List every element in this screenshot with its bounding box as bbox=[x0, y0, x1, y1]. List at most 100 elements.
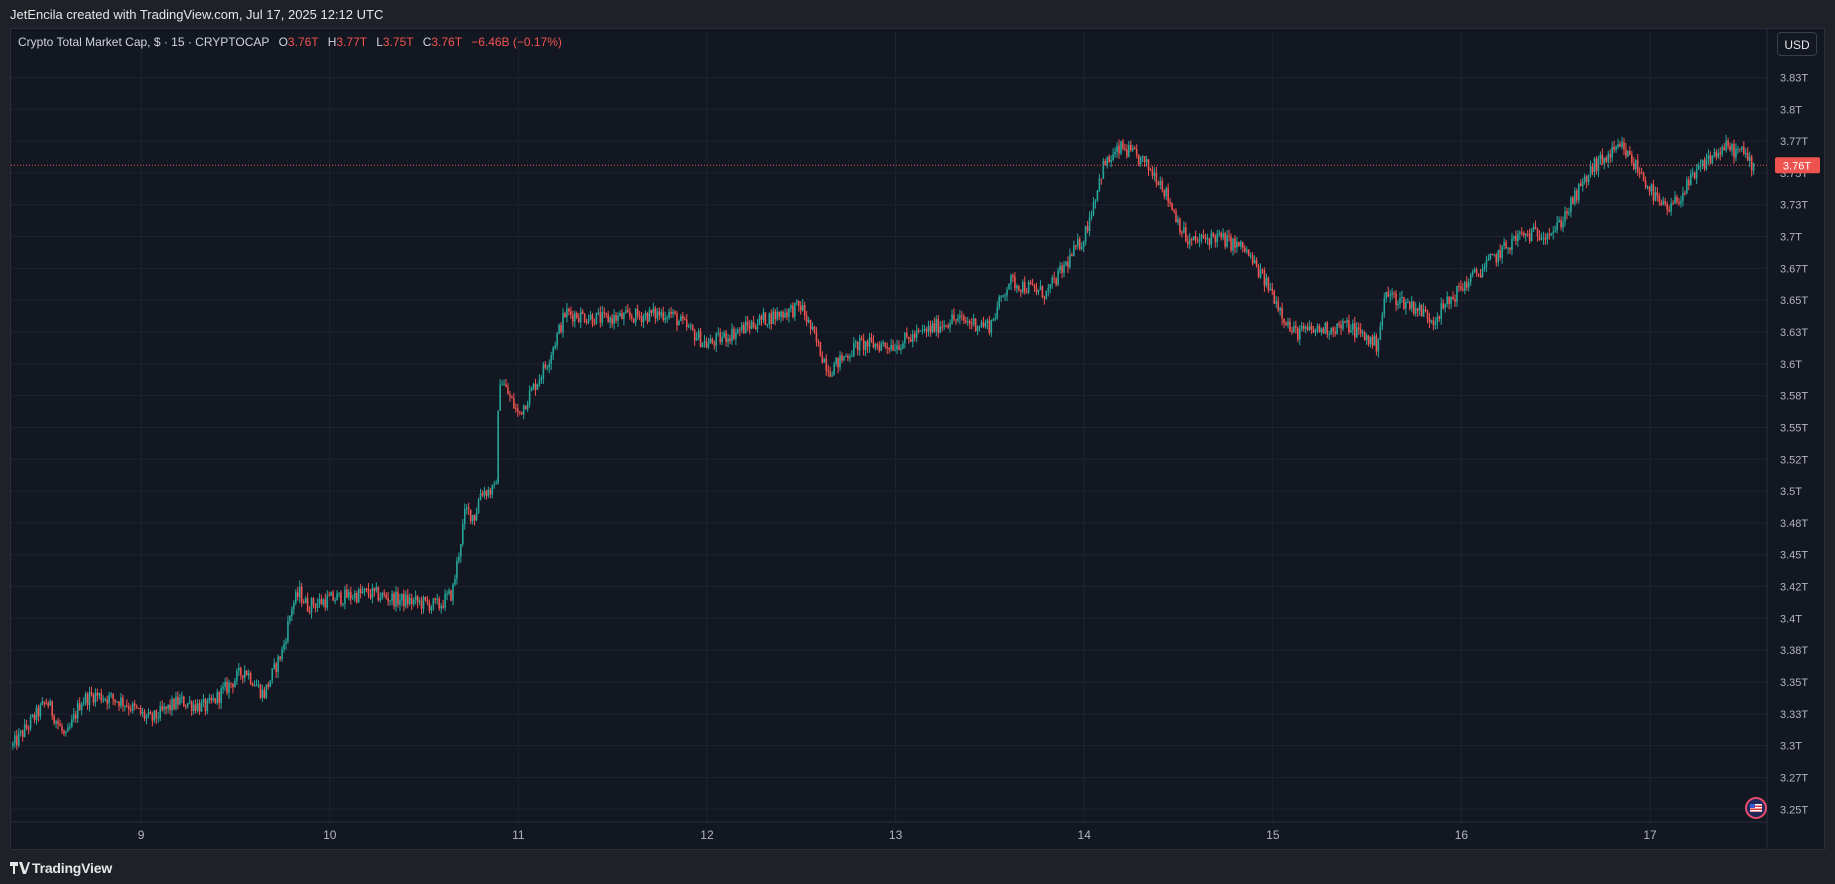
candle-body bbox=[49, 701, 52, 706]
candle-body bbox=[90, 691, 93, 695]
candle-body bbox=[1073, 245, 1075, 257]
currency-button[interactable]: USD bbox=[1777, 32, 1817, 56]
candle-body bbox=[1055, 278, 1057, 285]
candle-body bbox=[1035, 288, 1038, 293]
candle-body bbox=[1279, 307, 1281, 311]
candle-body bbox=[742, 324, 745, 334]
candle-body bbox=[293, 602, 295, 610]
candle-body bbox=[1703, 160, 1706, 170]
footer-bar: TradingView bbox=[0, 852, 1835, 884]
candle-body bbox=[86, 694, 89, 706]
candle-body bbox=[1318, 325, 1321, 333]
candle-body bbox=[1725, 140, 1727, 151]
candle-body bbox=[1265, 277, 1268, 286]
tradingview-brand[interactable]: TradingView bbox=[32, 860, 113, 876]
candle-body bbox=[1636, 160, 1639, 173]
candle-body bbox=[1664, 200, 1667, 204]
candle-body bbox=[1686, 179, 1688, 193]
candle-body bbox=[1648, 186, 1651, 192]
candle-body bbox=[440, 605, 442, 609]
candle-body bbox=[1298, 328, 1301, 340]
tradingview-logo-icon[interactable] bbox=[10, 862, 30, 874]
candle-body bbox=[224, 681, 226, 687]
candle-body bbox=[1069, 254, 1071, 267]
candle-body bbox=[129, 709, 132, 711]
x-tick-label: 15 bbox=[1266, 828, 1280, 842]
candle-body bbox=[1063, 264, 1065, 274]
candle-body bbox=[666, 317, 668, 319]
candle-body bbox=[1061, 265, 1063, 274]
candle-body bbox=[487, 489, 490, 497]
candle-body bbox=[1149, 169, 1152, 171]
candle-body bbox=[128, 706, 130, 710]
candle-body bbox=[1540, 238, 1543, 240]
candle-body bbox=[1397, 303, 1399, 306]
candle-body bbox=[450, 590, 452, 601]
candle-body bbox=[1334, 331, 1336, 334]
candle-body bbox=[391, 593, 393, 601]
candle-body bbox=[1137, 154, 1140, 165]
legend-symbol[interactable]: Crypto Total Market Cap, $ · 15 · CRYPTO… bbox=[18, 35, 270, 49]
candle-body bbox=[1550, 233, 1553, 236]
candle-body bbox=[465, 507, 468, 509]
candle-body bbox=[1098, 178, 1101, 191]
us-flag-icon[interactable] bbox=[1745, 797, 1767, 819]
candle-body bbox=[1532, 226, 1535, 230]
candle-body bbox=[253, 685, 256, 687]
candle-body bbox=[1401, 296, 1403, 298]
candle-body bbox=[1185, 227, 1187, 242]
candle-body bbox=[762, 312, 765, 320]
y-tick-label: 3.63T bbox=[1780, 327, 1808, 339]
candle-body bbox=[1065, 261, 1067, 265]
candle-body bbox=[426, 599, 429, 603]
candle-body bbox=[544, 364, 547, 368]
candle-body bbox=[63, 730, 65, 734]
candle-body bbox=[1316, 325, 1319, 329]
candle-body bbox=[1412, 301, 1415, 314]
candle-body bbox=[1603, 157, 1606, 164]
candle-body bbox=[31, 714, 34, 717]
candle-body bbox=[1273, 290, 1276, 304]
candle-body bbox=[23, 724, 26, 737]
candle-body bbox=[980, 322, 983, 327]
candle-body bbox=[342, 603, 344, 605]
candle-body bbox=[1367, 335, 1370, 345]
y-tick-label: 3.8T bbox=[1780, 104, 1802, 116]
candle-body bbox=[1000, 296, 1002, 298]
candle-body bbox=[39, 704, 42, 717]
candle-body bbox=[703, 341, 706, 343]
last-price-label: 3.76T bbox=[1783, 160, 1811, 172]
candle-body bbox=[813, 326, 816, 333]
candle-body bbox=[1456, 285, 1458, 302]
candle-body bbox=[74, 714, 77, 719]
candle-body bbox=[520, 411, 523, 415]
candle-body bbox=[43, 701, 46, 704]
candle-body bbox=[1717, 152, 1720, 158]
candle-body bbox=[1471, 271, 1474, 275]
candle-body bbox=[45, 703, 48, 705]
candle-body bbox=[1473, 269, 1476, 272]
candle-body bbox=[1440, 303, 1443, 319]
candle-body bbox=[1420, 304, 1423, 317]
candle-body bbox=[395, 591, 397, 607]
candle-body bbox=[585, 322, 588, 324]
candle-body bbox=[1654, 192, 1657, 201]
candle-body bbox=[860, 338, 863, 340]
candle-body bbox=[330, 592, 332, 596]
candle-body bbox=[1041, 286, 1044, 298]
candle-body bbox=[1206, 238, 1209, 240]
candle-body bbox=[1497, 250, 1500, 263]
candle-body bbox=[1326, 322, 1329, 335]
candle-body bbox=[1257, 266, 1260, 278]
candle-body bbox=[654, 308, 657, 319]
candle-body bbox=[1426, 311, 1429, 319]
candle-body bbox=[1222, 233, 1224, 238]
candle-body bbox=[770, 313, 773, 324]
candle-body bbox=[145, 716, 148, 719]
candle-body bbox=[1004, 295, 1006, 297]
candle-body bbox=[715, 333, 718, 346]
candle-body bbox=[941, 326, 944, 328]
candle-body bbox=[1078, 239, 1081, 250]
legend-change-value: −6.46B (−0.17%) bbox=[471, 35, 562, 49]
